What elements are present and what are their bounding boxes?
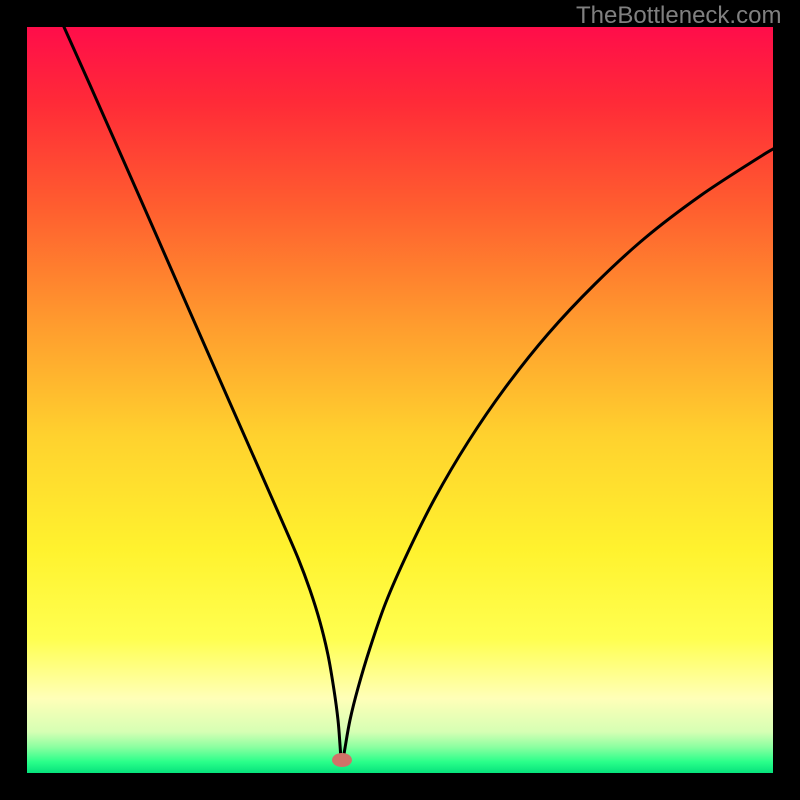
- plot-background: [27, 27, 773, 773]
- watermark-text: TheBottleneck.com: [576, 2, 781, 30]
- border-left: [0, 0, 27, 800]
- border-right: [773, 0, 800, 800]
- chart-canvas: TheBottleneck.com: [0, 0, 800, 800]
- border-bottom: [0, 773, 800, 800]
